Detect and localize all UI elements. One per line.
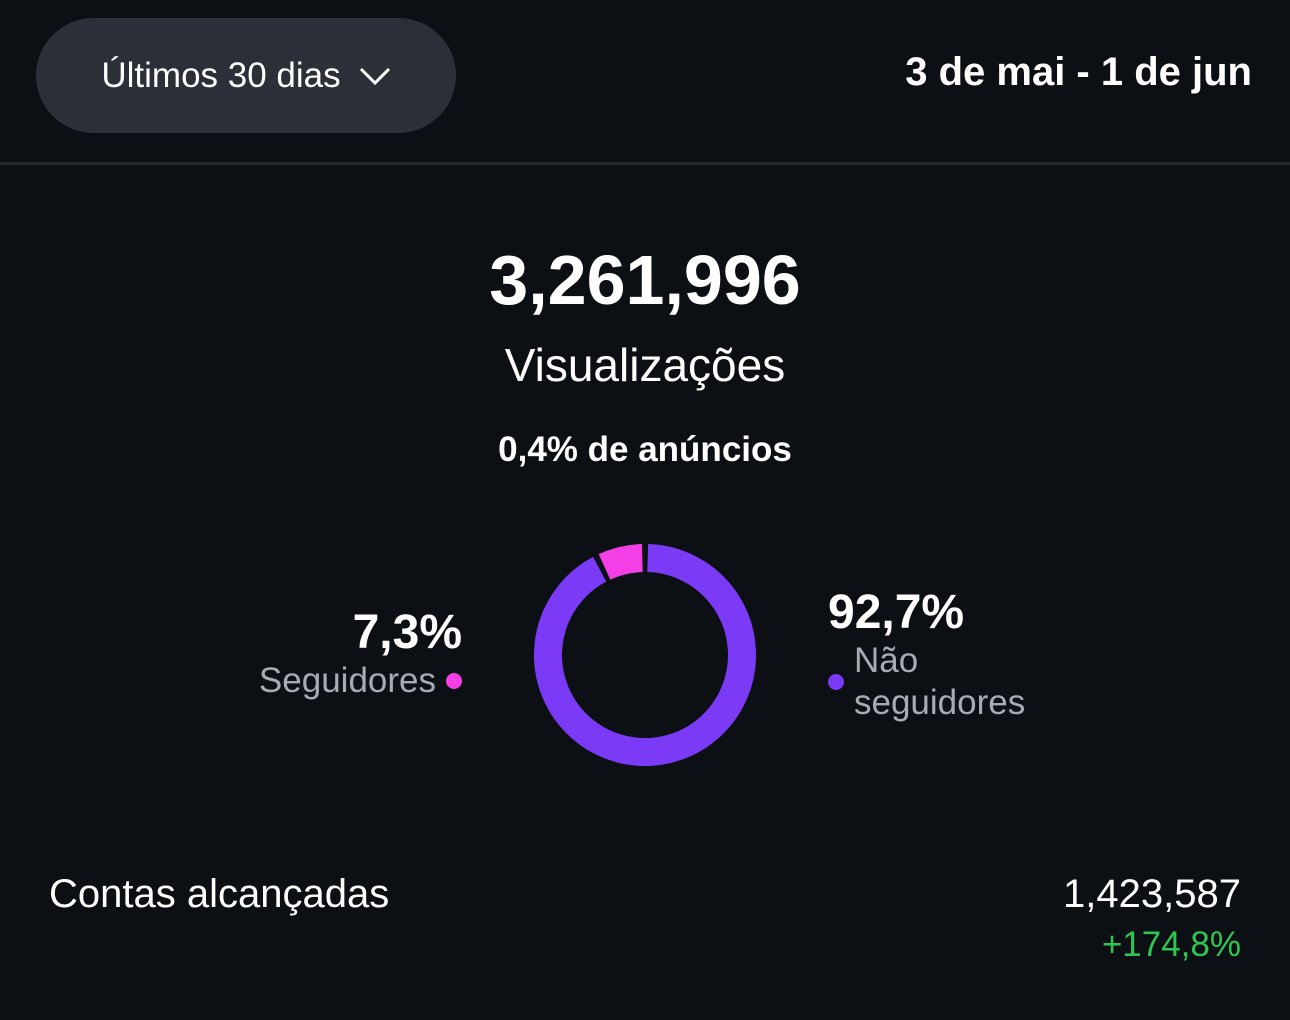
followers-label: Seguidores — [258, 661, 436, 700]
chevron-down-icon — [359, 67, 390, 85]
non-followers-dot-icon — [828, 674, 844, 690]
followers-dot-icon — [446, 673, 462, 689]
legend-followers: 7,3% Seguidores — [259, 605, 462, 702]
total-views: 3,261,996 — [489, 241, 801, 319]
date-range-text: 3 de mai - 1 de jun — [905, 50, 1252, 94]
date-range-dropdown-label: Últimos 30 dias — [101, 55, 341, 95]
non-followers-label-line1: Não — [854, 641, 919, 680]
accounts-reached-label: Contas alcançadas — [49, 872, 390, 916]
legend-non-followers: 92,7% Não seguidores — [828, 585, 1025, 724]
donut-slice-não-seguidores — [534, 544, 756, 766]
accounts-reached-change: +174,8% — [1101, 925, 1241, 964]
total-views-label: Visualizações — [504, 339, 786, 391]
date-range-dropdown[interactable]: Últimos 30 dias — [36, 18, 456, 133]
non-followers-label: Não seguidores — [854, 640, 1025, 724]
non-followers-percentage: 92,7% — [828, 586, 965, 639]
non-followers-label-line2: seguidores — [854, 683, 1026, 722]
donut-slice-seguidores — [598, 544, 644, 580]
ads-percentage: 0,4% de anúncios — [498, 430, 792, 469]
header-divider — [0, 162, 1290, 165]
accounts-reached-value: 1,423,587 — [1063, 872, 1241, 916]
followers-percentage: 7,3% — [352, 606, 462, 659]
donut-chart — [534, 544, 756, 766]
